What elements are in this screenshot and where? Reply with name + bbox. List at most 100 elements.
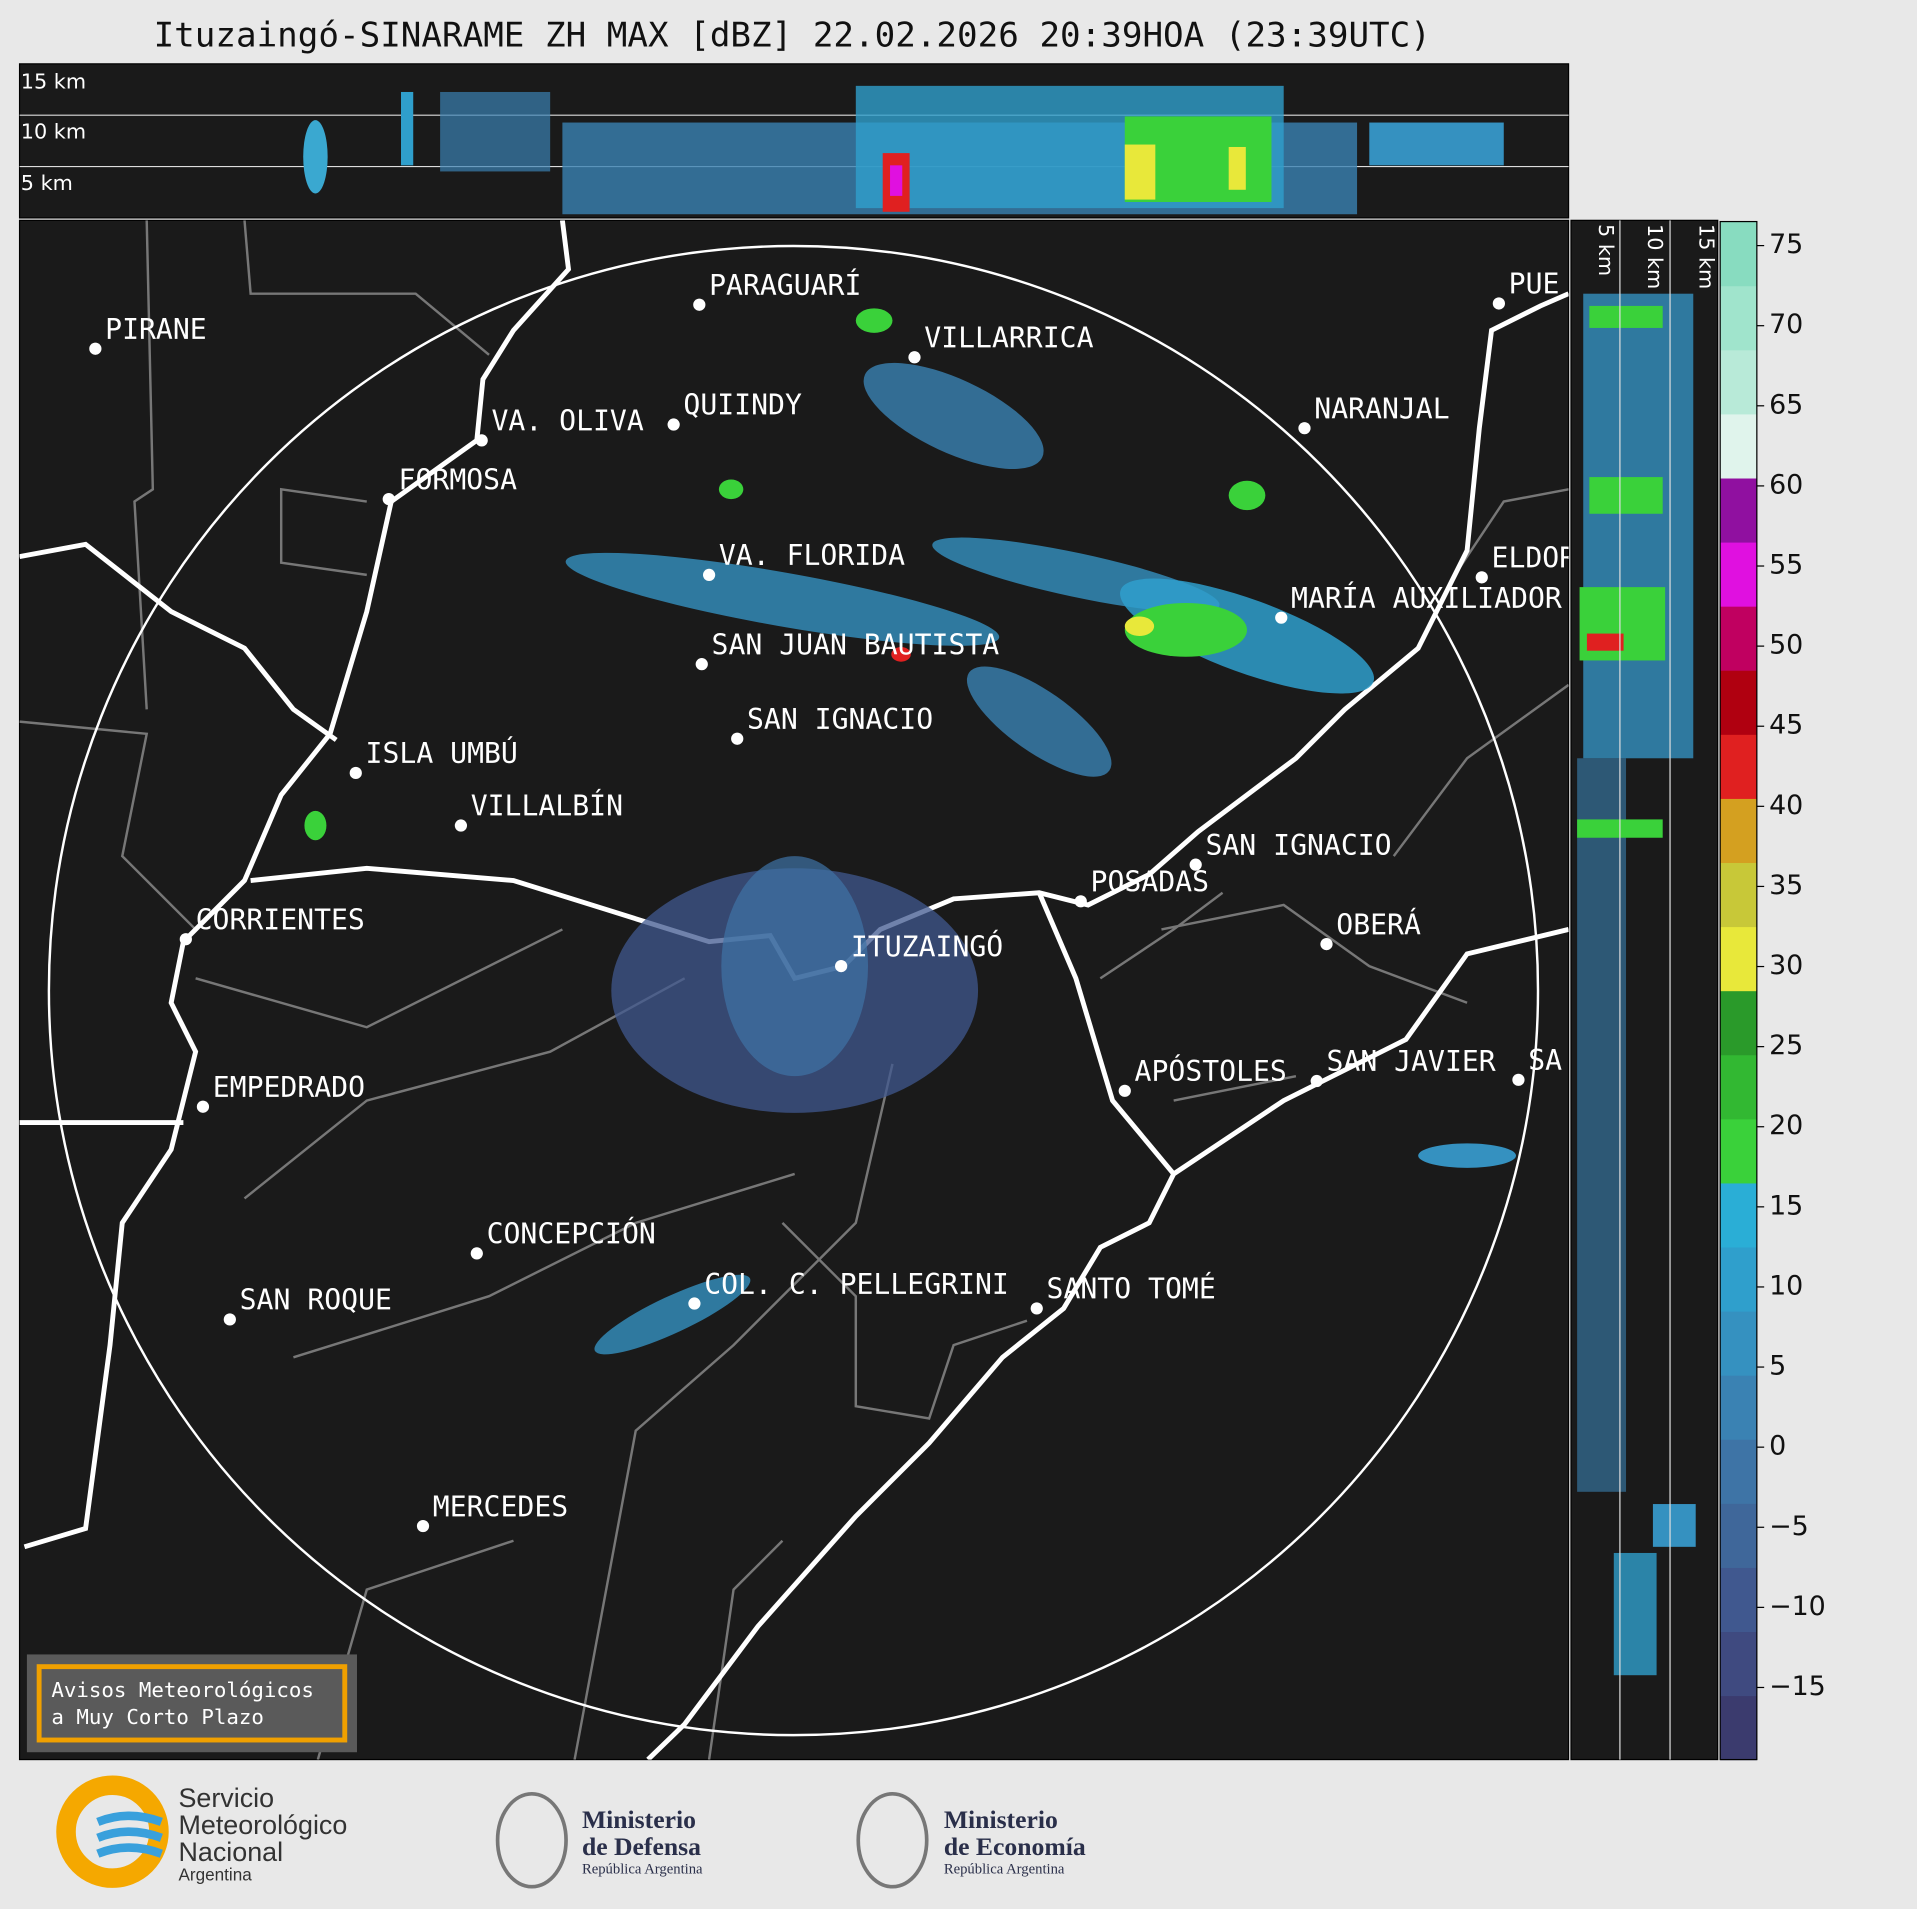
city-label: QUIINDY <box>683 389 802 422</box>
city-dot <box>908 351 921 364</box>
right-echoes <box>1577 293 1696 1676</box>
colorbar-band <box>1720 413 1757 479</box>
cities: PIRANE PARAGUARÍ VILLARRICA VA. OLIVA QUIIND… <box>89 268 1577 1533</box>
warning-box[interactable] <box>36 1664 348 1743</box>
city-dot <box>382 492 395 506</box>
colorbar-tick-label: 25 <box>1769 1030 1803 1061</box>
city-dot <box>89 342 102 355</box>
logo-text: Nacional <box>178 1837 283 1867</box>
city-dot <box>1298 422 1311 435</box>
colorbar-tick-label: 0 <box>1769 1431 1786 1462</box>
height-label: 10 km <box>1643 224 1667 289</box>
colorbar-band <box>1720 798 1757 864</box>
city-dot <box>1492 297 1505 310</box>
city-dot <box>1310 1074 1323 1088</box>
warning-text: Avisos Meteorológicos <box>51 1678 314 1702</box>
height-label: 15 km <box>1694 224 1718 289</box>
city-label: SAN JAVIER <box>1326 1045 1495 1078</box>
logo-text: República Argentina <box>944 1861 1065 1877</box>
city-label: SANTO TOMÉ <box>1047 1272 1216 1306</box>
logo-text: Argentina <box>178 1866 252 1885</box>
city-dot <box>179 933 192 946</box>
city-label: VILLALBÍN <box>471 789 623 823</box>
map-layers <box>19 220 1569 1760</box>
city-label: ELDOR <box>1492 542 1577 575</box>
city-label: SA <box>1528 1044 1562 1077</box>
colorbar-band <box>1720 1631 1757 1697</box>
city-label: EMPEDRADO <box>213 1071 365 1104</box>
colorbar-band <box>1720 606 1757 671</box>
logo-text: Servicio <box>178 1783 274 1813</box>
colorbar-band <box>1720 990 1757 1056</box>
warning-text: a Muy Corto Plazo <box>51 1705 264 1729</box>
colorbar-tick-label: −15 <box>1769 1671 1826 1702</box>
colorbar-band <box>1720 1310 1757 1376</box>
city-dot <box>416 1519 430 1533</box>
colorbar-band <box>1720 1695 1757 1761</box>
city-dot <box>688 1297 701 1310</box>
logo-text: República Argentina <box>582 1861 703 1877</box>
colorbar-band <box>1720 477 1757 543</box>
city-dot <box>1275 611 1288 624</box>
city-label: VA. OLIVA <box>491 405 643 438</box>
city-dot <box>454 819 468 832</box>
colorbar-band <box>1720 541 1757 607</box>
city-dot <box>731 732 744 745</box>
city-label: APÓSTOLES <box>1135 1054 1287 1088</box>
city-label: PUE <box>1509 268 1560 301</box>
colorbar-tick-label: 75 <box>1769 229 1803 260</box>
city-label: VA. FLORIDA <box>719 539 905 572</box>
colorbar-tick-label: −5 <box>1769 1511 1809 1542</box>
colorbar-band <box>1720 1246 1757 1312</box>
city-dot <box>1320 937 1333 951</box>
colorbar-band <box>1720 734 1757 799</box>
city-label: VILLARRICA <box>924 321 1093 354</box>
logo-text: Ministerio <box>944 1805 1058 1834</box>
logo-text: de Defensa <box>582 1832 701 1861</box>
colorbar-tick-label: 70 <box>1769 309 1803 340</box>
range-ring <box>47 244 1540 1737</box>
city-label: CORRIENTES <box>196 903 365 936</box>
colorbar-band <box>1720 1118 1757 1184</box>
colorbar-band <box>1720 1567 1757 1633</box>
city-dot <box>667 418 680 431</box>
city-dot <box>835 960 848 973</box>
colorbar-band <box>1720 349 1757 415</box>
city-dot <box>1189 858 1202 871</box>
logo-text: Meteorológico <box>178 1810 347 1840</box>
echoes <box>304 308 1516 1355</box>
city-label: SAN IGNACIO <box>747 703 933 736</box>
colorbar-band <box>1720 1503 1757 1568</box>
city-dot <box>702 568 716 582</box>
colorbar-tick-label: 55 <box>1769 550 1803 581</box>
city-label: PIRANE <box>105 313 207 346</box>
city-label: OBERÁ <box>1336 907 1421 941</box>
warning-box-bg[interactable] <box>26 1654 357 1753</box>
city-label: ITUZAINGÓ <box>851 929 1003 963</box>
city-dot <box>695 658 708 671</box>
colorbar-tick-label: 15 <box>1769 1190 1803 1221</box>
city-dot <box>475 434 488 447</box>
colorbar-band <box>1720 1375 1757 1440</box>
height-label: 5 km <box>1594 224 1618 276</box>
colorbar-tick-label: 35 <box>1769 870 1803 901</box>
city-label: SAN JUAN BAUTISTA <box>712 628 1000 661</box>
city-dot <box>1512 1073 1525 1086</box>
city-label: PARAGUARÍ <box>709 268 861 302</box>
city-dot <box>223 1313 236 1326</box>
city-dot <box>1475 571 1488 584</box>
colorbar-tick-label: 50 <box>1769 630 1803 661</box>
city-label: POSADAS <box>1091 866 1209 899</box>
colorbar-band <box>1720 670 1757 735</box>
city-label: ISLA UMBÚ <box>366 736 518 770</box>
colorbar-band <box>1720 926 1757 992</box>
height-label: 5 km <box>21 171 73 195</box>
height-label: 10 km <box>21 119 86 143</box>
top-echoes <box>303 85 1504 215</box>
colorbar-tick-label: −10 <box>1769 1591 1826 1622</box>
city-label: NARANJAL <box>1314 392 1449 425</box>
city-label: MARÍA AUXILIADOR <box>1291 581 1562 615</box>
colorbar-band <box>1720 221 1757 287</box>
